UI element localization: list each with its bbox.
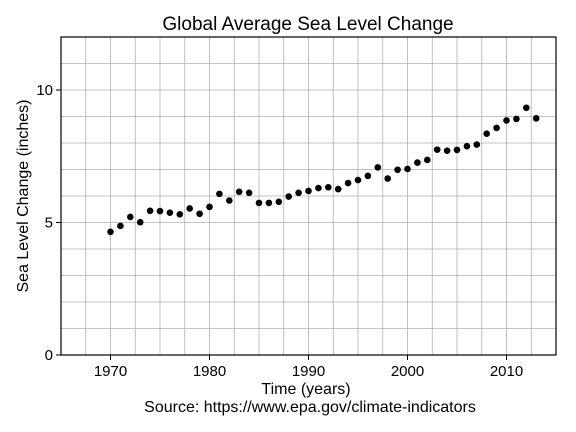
x-tick-label: 2000 bbox=[391, 363, 424, 380]
data-point bbox=[503, 117, 510, 124]
y-tick-label: 0 bbox=[45, 347, 53, 364]
data-point bbox=[255, 199, 263, 207]
data-point bbox=[443, 147, 451, 154]
data-point bbox=[493, 124, 500, 132]
chart-title: Global Average Sea Level Change bbox=[162, 14, 453, 35]
data-point bbox=[136, 218, 144, 226]
grid-lines bbox=[61, 37, 556, 355]
data-point bbox=[156, 207, 164, 215]
data-point bbox=[176, 210, 184, 218]
data-point bbox=[364, 172, 372, 180]
data-point bbox=[186, 205, 193, 212]
data-point bbox=[206, 203, 213, 211]
data-point bbox=[463, 142, 471, 150]
data-point bbox=[196, 210, 203, 218]
data-point bbox=[523, 104, 530, 112]
data-points bbox=[107, 104, 540, 236]
data-point bbox=[166, 209, 174, 216]
x-tick-label: 2010 bbox=[490, 363, 523, 380]
data-point bbox=[473, 141, 481, 148]
axis-ticks: 1970 1980 1990 2000 2010 0 5 10 bbox=[36, 82, 523, 380]
x-axis-label: Time (years) bbox=[261, 381, 350, 398]
data-point bbox=[245, 189, 253, 197]
data-point bbox=[275, 198, 283, 206]
data-point bbox=[325, 183, 332, 191]
data-point bbox=[374, 164, 382, 171]
data-point bbox=[384, 175, 392, 182]
data-point bbox=[146, 207, 154, 215]
y-tick-label: 10 bbox=[36, 82, 53, 99]
x-tick-label: 1980 bbox=[193, 363, 226, 380]
x-tick-label: 1990 bbox=[292, 363, 325, 380]
data-point bbox=[235, 188, 243, 196]
plot-frame bbox=[60, 36, 557, 356]
data-point bbox=[295, 189, 302, 197]
data-point bbox=[394, 166, 401, 174]
data-point bbox=[216, 190, 223, 198]
data-point bbox=[354, 176, 362, 184]
data-point bbox=[334, 185, 342, 193]
data-point bbox=[107, 228, 114, 236]
data-point bbox=[265, 199, 273, 207]
data-point bbox=[344, 179, 352, 187]
y-tick-label: 5 bbox=[45, 215, 53, 232]
data-point bbox=[513, 115, 520, 123]
data-point bbox=[127, 213, 134, 221]
data-point bbox=[305, 187, 312, 195]
data-point bbox=[226, 197, 233, 204]
data-point bbox=[315, 184, 322, 192]
data-point bbox=[453, 146, 461, 154]
x-tick-label: 1970 bbox=[94, 363, 127, 380]
data-point bbox=[532, 115, 540, 122]
data-point bbox=[414, 159, 421, 166]
data-point bbox=[433, 146, 441, 153]
data-point bbox=[117, 222, 124, 230]
source-caption: Source: https://www.epa.gov/climate-indi… bbox=[144, 399, 476, 416]
data-point bbox=[404, 165, 411, 173]
data-point bbox=[424, 156, 431, 164]
data-point bbox=[483, 130, 491, 138]
data-point bbox=[285, 193, 293, 200]
y-axis-label: Sea Level Change (inches) bbox=[15, 99, 32, 292]
